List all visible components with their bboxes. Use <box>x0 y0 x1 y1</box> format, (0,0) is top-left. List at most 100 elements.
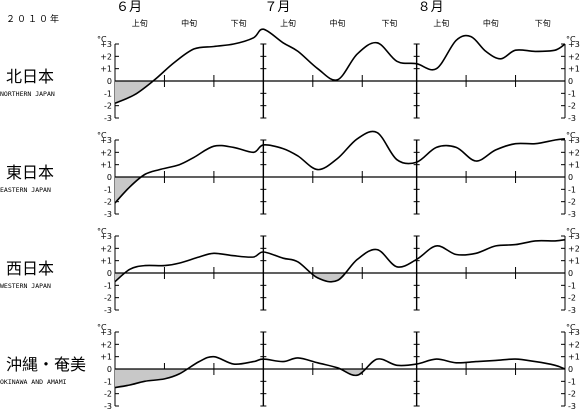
y-tick-label-right: 0 <box>568 173 573 182</box>
series-line <box>114 28 566 104</box>
region-name-en: WESTERN JAPAN <box>0 282 51 290</box>
y-tick-label-left: -1 <box>104 185 112 194</box>
dekad-label: 中旬 <box>181 18 197 28</box>
y-tick-label-right: -1 <box>568 185 576 194</box>
y-tick-label-left: -2 <box>104 198 112 207</box>
y-tick-label-right: -2 <box>568 390 576 399</box>
y-tick-label-right: +2 <box>568 52 580 61</box>
y-tick-label-left: +2 <box>100 244 112 253</box>
month-label: ８月 <box>418 0 444 15</box>
y-tick-label-left: +1 <box>100 257 112 266</box>
month-label: ７月 <box>264 0 290 15</box>
y-tick-label-left: 0 <box>107 365 112 374</box>
dekad-label: 中旬 <box>483 18 499 28</box>
y-tick-label-left: -3 <box>104 402 112 411</box>
dekad-label: 上旬 <box>132 18 148 28</box>
y-tick-label-right: +3 <box>568 328 580 337</box>
y-tick-label-left: +3 <box>100 40 112 49</box>
region-name-en: EASTERN JAPAN <box>0 186 51 194</box>
y-tick-label-left: 0 <box>107 269 112 278</box>
y-tick-label-right: +2 <box>568 148 580 157</box>
y-tick-label-right: +2 <box>568 340 580 349</box>
region-name-jp: 沖縄・奄美 <box>6 355 86 374</box>
y-tick-label-left: -1 <box>104 89 112 98</box>
y-tick-label-right: +1 <box>568 257 580 266</box>
y-tick-label-right: -1 <box>568 377 576 386</box>
y-tick-label-right: -3 <box>568 306 576 315</box>
y-tick-label-left: -3 <box>104 114 112 123</box>
y-tick-label-right: +1 <box>568 353 580 362</box>
y-tick-label-right: +3 <box>568 40 580 49</box>
dekad-label: 上旬 <box>433 18 449 28</box>
unit-label-right: °C <box>566 131 576 140</box>
region-name-jp: 東日本 <box>6 163 54 182</box>
y-tick-label-right: -2 <box>568 102 576 111</box>
y-tick-label-right: -3 <box>568 210 576 219</box>
y-tick-label-left: +1 <box>100 353 112 362</box>
series-line <box>114 238 566 283</box>
y-tick-label-right: 0 <box>568 269 573 278</box>
region-name-en: OKINAWA AND AMAMI <box>0 378 67 386</box>
dekad-label: 上旬 <box>280 18 296 28</box>
y-tick-label-right: +1 <box>568 161 580 170</box>
y-tick-label-left: +1 <box>100 65 112 74</box>
negative-anomaly-fill <box>115 81 565 104</box>
y-tick-label-left: -2 <box>104 102 112 111</box>
region-name-jp: 西日本 <box>6 259 54 278</box>
y-tick-label-left: -3 <box>104 306 112 315</box>
y-tick-label-left: +2 <box>100 148 112 157</box>
negative-anomaly-fill <box>115 273 565 282</box>
region-name-en: NORTHERN JAPAN <box>0 90 55 98</box>
y-tick-label-right: +1 <box>568 65 580 74</box>
y-tick-label-right: 0 <box>568 77 573 86</box>
y-tick-label-left: +3 <box>100 136 112 145</box>
month-label: ６月 <box>116 0 142 15</box>
y-tick-label-left: +3 <box>100 232 112 241</box>
y-tick-label-left: +2 <box>100 340 112 349</box>
unit-label-right: °C <box>566 227 576 236</box>
y-tick-label-right: +3 <box>568 136 580 145</box>
dekad-label: 下旬 <box>381 18 397 28</box>
unit-label-right: °C <box>566 323 576 332</box>
y-tick-label-right: 0 <box>568 365 573 374</box>
unit-label-left: °C <box>97 35 107 44</box>
y-tick-label-left: 0 <box>107 173 112 182</box>
y-tick-label-left: 0 <box>107 77 112 86</box>
series-line <box>114 130 566 204</box>
year-label: ２０１０年 <box>6 13 61 25</box>
unit-label-left: °C <box>97 323 107 332</box>
y-tick-label-left: +2 <box>100 52 112 61</box>
region-name-jp: 北日本 <box>6 67 54 86</box>
series-line <box>114 355 566 389</box>
dekad-label: 下旬 <box>535 18 551 28</box>
y-tick-label-left: +1 <box>100 161 112 170</box>
y-tick-label-right: -3 <box>568 114 576 123</box>
y-tick-label-left: -2 <box>104 390 112 399</box>
y-tick-label-right: -2 <box>568 294 576 303</box>
unit-label-right: °C <box>566 35 576 44</box>
unit-label-left: °C <box>97 227 107 236</box>
y-tick-label-left: +3 <box>100 328 112 337</box>
negative-anomaly-fill <box>115 177 565 203</box>
unit-label-left: °C <box>97 131 107 140</box>
y-tick-label-left: -3 <box>104 210 112 219</box>
y-tick-label-right: -1 <box>568 281 576 290</box>
y-tick-label-left: -1 <box>104 377 112 386</box>
negative-anomaly-fill <box>115 369 565 388</box>
y-tick-label-right: +3 <box>568 232 580 241</box>
y-tick-label-right: -3 <box>568 402 576 411</box>
y-tick-label-left: -1 <box>104 281 112 290</box>
dekad-label: 中旬 <box>330 18 346 28</box>
y-tick-label-right: -2 <box>568 198 576 207</box>
y-tick-label-left: -2 <box>104 294 112 303</box>
y-tick-label-right: +2 <box>568 244 580 253</box>
y-tick-label-right: -1 <box>568 89 576 98</box>
dekad-label: 下旬 <box>231 18 247 28</box>
